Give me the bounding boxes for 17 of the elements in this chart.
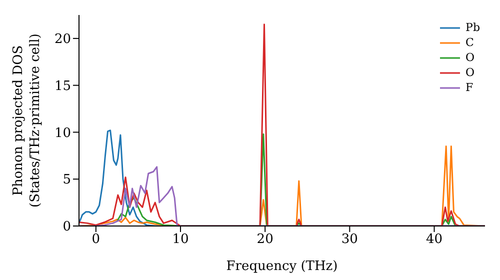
y-tick-label: 10	[54, 126, 71, 141]
x-tick-label: 0	[92, 232, 100, 248]
legend-label: C	[466, 35, 474, 50]
y-tick-label: 15	[54, 78, 71, 94]
y-tick-label: 5	[62, 172, 71, 188]
x-tick-label: 20	[256, 232, 274, 248]
x-tick-label: 40	[426, 232, 443, 248]
y-axis-title: Phonon projected DOS (States/THz·primitive cell)	[11, 33, 43, 208]
y-tick-label: 0	[62, 220, 71, 235]
x-tick-label: 10	[172, 232, 189, 248]
legend-label: O	[466, 50, 475, 65]
y-tick-label: 20	[54, 32, 71, 48]
x-tick-label: 30	[341, 232, 358, 248]
legend-label: O	[466, 65, 475, 80]
legend-label: F	[466, 80, 474, 95]
x-axis-title: Frequency (THz)	[226, 259, 338, 274]
legend-label: Pb	[466, 20, 480, 35]
